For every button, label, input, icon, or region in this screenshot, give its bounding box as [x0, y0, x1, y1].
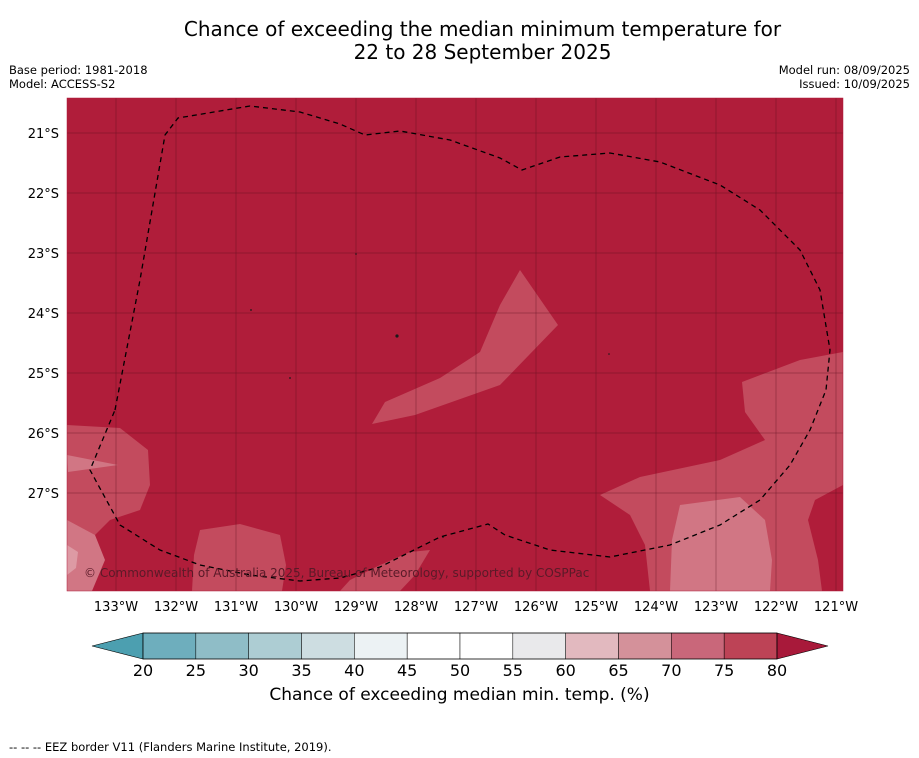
map-frame	[66, 97, 844, 592]
colorbar-tick-label: 60	[555, 661, 575, 680]
eez-line-symbol: -- -- --	[9, 740, 42, 754]
title-line-1: Chance of exceeding the median minimum t…	[183, 17, 782, 41]
colorbar-cell	[723, 632, 778, 660]
colorbar-ticks: 20 25 30 35 40 45 50 55 60 65 70 75 80	[133, 661, 787, 680]
model-text: Model: ACCESS-S2	[9, 77, 116, 91]
colorbar-low-extend	[91, 632, 144, 660]
lon-label: 132°W	[154, 600, 198, 615]
model-run-text: Model run: 08/09/2025	[778, 63, 910, 77]
legend-footer: -- -- -- EEZ border V11 (Flanders Marine…	[9, 740, 332, 754]
lat-label: 25°S	[28, 367, 59, 382]
contour-patch-65-southwest	[67, 545, 78, 575]
colorbar-label: Chance of exceeding median min. temp. (%…	[269, 685, 650, 705]
colorbar-cell	[142, 632, 197, 660]
islands	[250, 253, 610, 538]
lat-label: 27°S	[28, 487, 59, 502]
colorbar-tick-label: 40	[344, 661, 364, 680]
chart-title: Chance of exceeding the median minimum t…	[0, 18, 919, 64]
base-period-text: Base period: 1981-2018	[9, 63, 148, 77]
contour-patch-70-east	[670, 497, 772, 591]
issued-text: Issued: 10/09/2025	[799, 77, 910, 91]
colorbar-cell	[671, 632, 725, 660]
meta-right: Model run: 08/09/2025 Issued: 10/09/2025	[779, 63, 910, 91]
colorbar-tick-label: 70	[661, 661, 681, 680]
lon-label: 129°W	[334, 600, 378, 615]
lon-label: 130°W	[274, 600, 318, 615]
lon-label: 125°W	[574, 600, 618, 615]
contour-patch-75-west	[67, 425, 150, 560]
lon-label: 122°W	[754, 600, 798, 615]
lat-label: 26°S	[28, 427, 59, 442]
title-line-2: 22 to 28 September 2025	[353, 40, 612, 64]
longitude-axis: 133°W 132°W 131°W 130°W 129°W 128°W 127°…	[94, 600, 858, 615]
colorbar-tick-label: 25	[186, 661, 206, 680]
lon-label: 121°W	[814, 600, 858, 615]
colorbar-cell	[354, 632, 408, 660]
lon-label: 133°W	[94, 600, 138, 615]
colorbar-cell	[406, 632, 461, 660]
contour-patch-70-southwest	[67, 520, 105, 591]
lat-label: 24°S	[28, 307, 59, 322]
eez-border	[89, 105, 831, 582]
lon-label: 127°W	[454, 600, 498, 615]
contour-patch-75-east	[600, 352, 843, 591]
colorbar-cells	[142, 632, 778, 660]
colorbar: 20 25 30 35 40 45 50 55 60 65 70 75 80	[91, 632, 829, 680]
contour-patch-75-south-center	[340, 550, 430, 591]
lon-label: 124°W	[634, 600, 678, 615]
colorbar-cell	[459, 632, 514, 660]
latitude-axis: 21°S 22°S 23°S 24°S 25°S 26°S 27°S	[28, 127, 59, 502]
meta-left: Base period: 1981-2018 Model: ACCESS-S2	[9, 63, 148, 91]
colorbar-cell	[618, 632, 672, 660]
colorbar-tick-label: 20	[133, 661, 153, 680]
colorbar-tick-label: 55	[503, 661, 523, 680]
colorbar-cell	[301, 632, 355, 660]
lon-label: 126°W	[514, 600, 558, 615]
eez-legend-text: EEZ border V11 (Flanders Marine Institut…	[44, 740, 332, 754]
colorbar-tick-label: 45	[397, 661, 417, 680]
contour-patch-75-center	[372, 270, 558, 424]
lon-label: 131°W	[214, 600, 258, 615]
copyright-text: © Commonwealth of Australia 2025, Bureau…	[84, 566, 589, 580]
colorbar-high-extend	[776, 632, 829, 660]
lat-label: 22°S	[28, 187, 59, 202]
colorbar-tick-label: 35	[291, 661, 311, 680]
lon-label: 128°W	[394, 600, 438, 615]
colorbar-cell	[248, 632, 302, 660]
colorbar-tick-label: 30	[238, 661, 258, 680]
colorbar-cell	[565, 632, 619, 660]
gridlines	[67, 98, 843, 591]
colorbar-tick-label: 50	[450, 661, 470, 680]
contour-patch-80-east	[808, 485, 843, 591]
lon-label: 123°W	[694, 600, 738, 615]
contour-patch-75-south	[192, 524, 286, 591]
lat-label: 21°S	[28, 127, 59, 142]
colorbar-frame	[142, 632, 778, 660]
colorbar-cell	[512, 632, 566, 660]
colorbar-cell	[195, 632, 249, 660]
lat-label: 23°S	[28, 247, 59, 262]
colorbar-tick-label: 75	[714, 661, 734, 680]
colorbar-tick-label: 65	[608, 661, 628, 680]
colorbar-tick-label: 80	[767, 661, 787, 680]
